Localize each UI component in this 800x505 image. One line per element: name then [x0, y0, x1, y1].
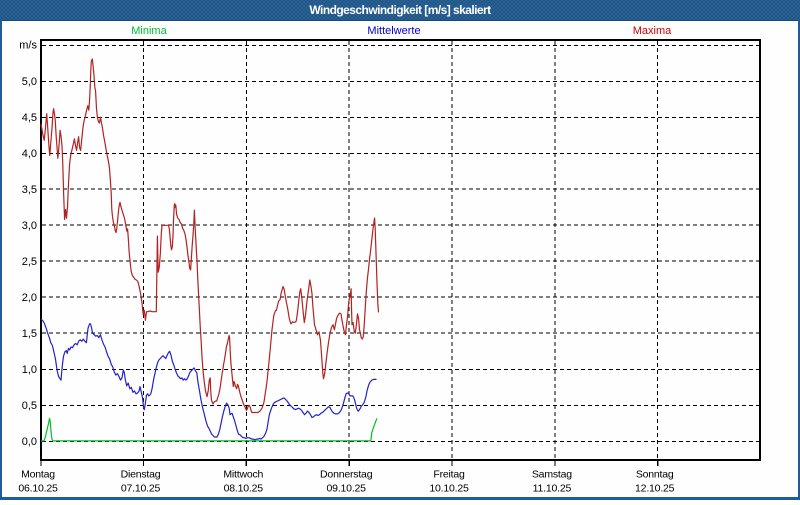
svg-text:4,5: 4,5 — [22, 112, 37, 124]
svg-text:Mittwoch: Mittwoch — [223, 469, 263, 481]
svg-text:2,5: 2,5 — [22, 256, 37, 268]
svg-text:Maxima: Maxima — [633, 25, 672, 37]
svg-text:2,0: 2,0 — [22, 292, 37, 304]
svg-text:4,0: 4,0 — [22, 148, 37, 160]
svg-text:Donnerstag: Donnerstag — [320, 469, 373, 481]
svg-text:Dienstag: Dienstag — [121, 469, 161, 481]
svg-text:Mittelwerte: Mittelwerte — [367, 25, 420, 37]
svg-text:3,0: 3,0 — [22, 220, 37, 232]
svg-text:1,5: 1,5 — [22, 328, 37, 340]
svg-text:12.10.25: 12.10.25 — [635, 483, 675, 495]
svg-text:1,0: 1,0 — [22, 364, 37, 376]
svg-text:0,5: 0,5 — [22, 400, 37, 412]
svg-text:08.10.25: 08.10.25 — [224, 483, 264, 495]
svg-text:Minima: Minima — [131, 25, 167, 37]
svg-text:07.10.25: 07.10.25 — [121, 483, 161, 495]
svg-text:3,5: 3,5 — [22, 184, 37, 196]
svg-text:Sonntag: Sonntag — [636, 469, 674, 481]
svg-text:Freitag: Freitag — [433, 469, 465, 481]
svg-text:11.10.25: 11.10.25 — [533, 483, 572, 495]
svg-text:m/s: m/s — [19, 40, 37, 52]
svg-text:5,0: 5,0 — [22, 76, 37, 88]
svg-text:Montag: Montag — [21, 469, 55, 481]
svg-text:10.10.25: 10.10.25 — [429, 483, 469, 495]
svg-text:09.10.25: 09.10.25 — [327, 483, 367, 495]
svg-text:06.10.25: 06.10.25 — [18, 483, 58, 495]
svg-text:Samstag: Samstag — [532, 469, 572, 481]
svg-text:0,0: 0,0 — [22, 436, 37, 448]
